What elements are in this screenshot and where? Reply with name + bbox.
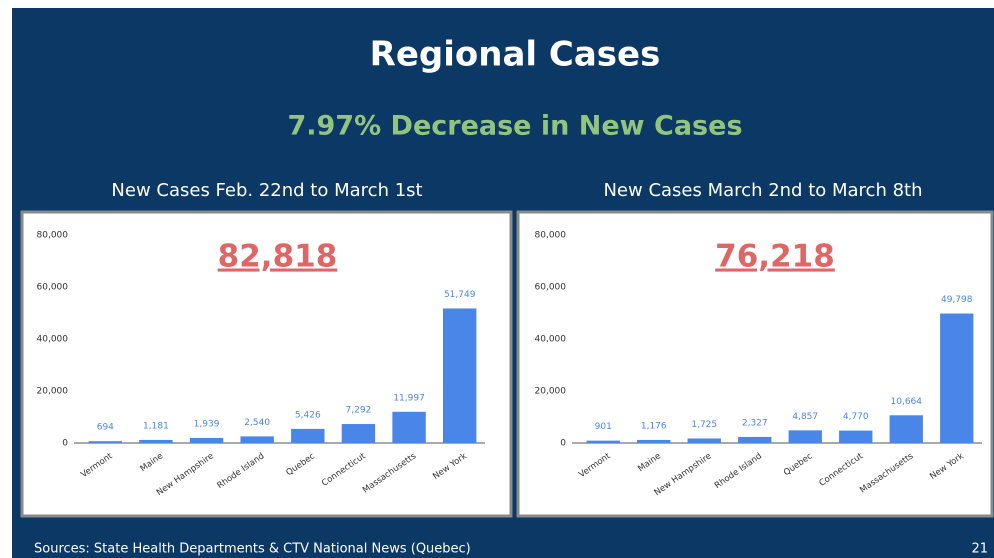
- bar: [392, 411, 426, 443]
- bar: [687, 438, 721, 443]
- y-tick-label: 40,000: [535, 335, 567, 345]
- bar: [889, 415, 923, 443]
- bar: [88, 441, 123, 443]
- bar: [240, 436, 274, 443]
- bar: [139, 439, 173, 443]
- y-tick-label: 60,000: [37, 283, 69, 293]
- slide-subtitle: 7.97% Decrease in New Cases: [287, 111, 742, 142]
- value-label: 10,664: [891, 397, 923, 407]
- value-label: 51,749: [444, 290, 476, 300]
- value-label: 2,327: [742, 418, 768, 428]
- bar: [839, 430, 873, 443]
- chart-panel: [20, 210, 513, 518]
- page-number: 21: [971, 542, 988, 557]
- value-label: 901: [595, 422, 612, 432]
- value-label: 5,426: [295, 410, 321, 420]
- value-label: 1,725: [691, 420, 717, 430]
- value-label: 1,176: [641, 421, 667, 431]
- y-tick-label: 40,000: [37, 335, 69, 345]
- chart-title: New Cases Feb. 22nd to March 1st: [111, 180, 422, 201]
- y-tick-label: 80,000: [37, 231, 69, 241]
- value-label: 694: [97, 423, 114, 433]
- bar: [788, 430, 822, 443]
- bar: [940, 313, 974, 443]
- value-label: 4,770: [843, 412, 869, 422]
- y-tick-label: 0: [62, 439, 68, 449]
- total-label: 82,818: [218, 239, 338, 275]
- bar: [341, 424, 376, 443]
- value-label: 1,939: [194, 419, 220, 429]
- value-label: 1,181: [143, 421, 169, 431]
- bar: [586, 440, 620, 443]
- total-label: 76,218: [715, 239, 835, 275]
- slide-title: Regional Cases: [370, 35, 661, 75]
- y-tick-label: 20,000: [37, 387, 69, 397]
- value-label: 11,997: [393, 393, 425, 403]
- source-note: Sources: State Health Departments & CTV …: [34, 542, 471, 557]
- value-label: 2,540: [244, 418, 270, 428]
- bar: [189, 437, 224, 443]
- value-label: 7,292: [346, 406, 372, 416]
- value-label: 4,857: [792, 412, 818, 422]
- bar: [738, 436, 772, 443]
- bar: [442, 308, 477, 443]
- chart-panel: [516, 210, 994, 518]
- y-tick-label: 80,000: [535, 231, 567, 241]
- y-tick-label: 60,000: [535, 283, 567, 293]
- value-label: 49,798: [941, 295, 973, 305]
- bar: [637, 439, 671, 443]
- y-tick-label: 0: [560, 439, 566, 449]
- bar: [291, 428, 325, 443]
- y-tick-label: 20,000: [535, 387, 567, 397]
- chart-title: New Cases March 2nd to March 8th: [603, 180, 922, 201]
